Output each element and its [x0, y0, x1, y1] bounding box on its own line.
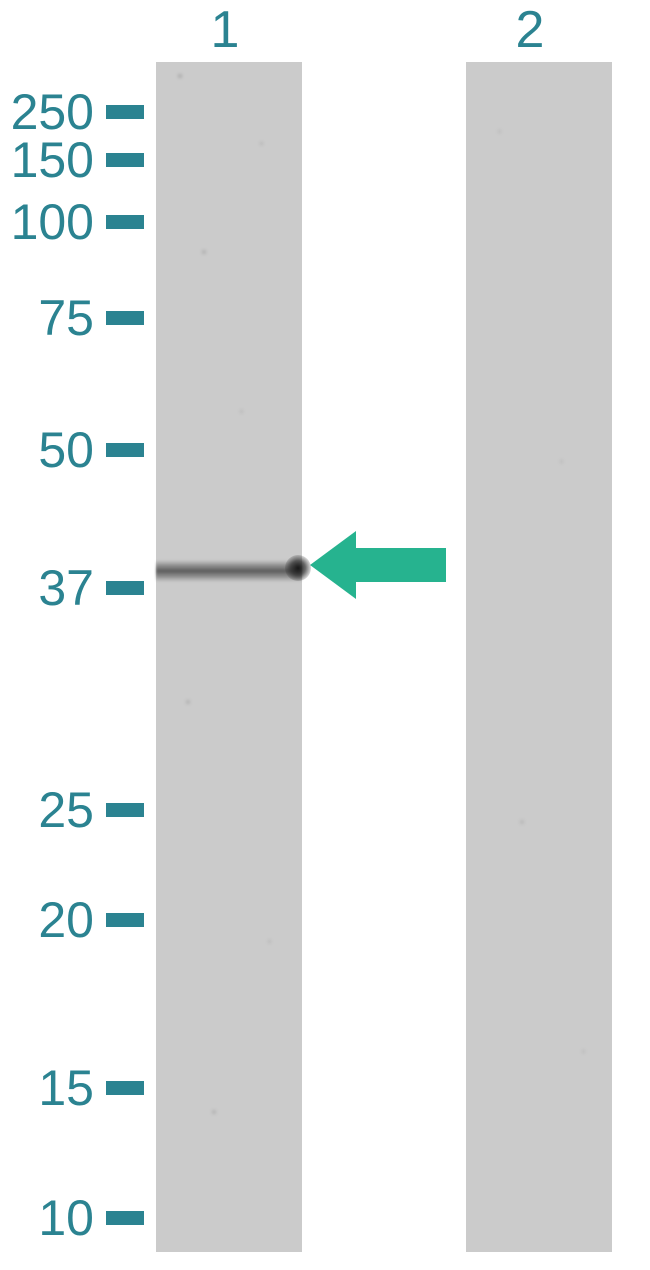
marker-label: 10 — [0, 1189, 94, 1247]
noise-dot — [268, 940, 271, 943]
marker-tick — [106, 443, 144, 457]
noise-dot — [560, 460, 563, 463]
marker-label: 75 — [0, 289, 94, 347]
western-blot-figure: 1 2 250 150 100 75 50 37 25 20 15 10 — [0, 0, 650, 1270]
marker-label: 100 — [0, 193, 94, 251]
marker-tick — [106, 803, 144, 817]
noise-dot — [260, 142, 263, 145]
noise-dot — [240, 410, 243, 413]
noise-dot — [520, 820, 524, 824]
arrow-head-icon — [310, 531, 356, 599]
lane-2 — [466, 62, 612, 1252]
noise-dot — [186, 700, 190, 704]
noise-dot — [582, 1050, 585, 1053]
arrow-shaft — [356, 548, 446, 582]
noise-dot — [212, 1110, 216, 1114]
lane-header-2: 2 — [510, 0, 550, 60]
marker-tick — [106, 913, 144, 927]
marker-label: 20 — [0, 891, 94, 949]
marker-tick — [106, 105, 144, 119]
marker-tick — [106, 1081, 144, 1095]
protein-band — [156, 560, 302, 582]
marker-label: 150 — [0, 131, 94, 189]
marker-tick — [106, 153, 144, 167]
noise-dot — [202, 250, 206, 254]
marker-label: 25 — [0, 781, 94, 839]
marker-tick — [106, 311, 144, 325]
lane-1 — [156, 62, 302, 1252]
lane-header-1: 1 — [205, 0, 245, 60]
marker-label: 50 — [0, 421, 94, 479]
marker-tick — [106, 215, 144, 229]
noise-dot — [178, 74, 182, 78]
marker-label: 15 — [0, 1059, 94, 1117]
marker-tick — [106, 581, 144, 595]
marker-label: 37 — [0, 559, 94, 617]
arrow-indicator — [310, 531, 446, 599]
noise-dot — [498, 130, 501, 133]
marker-tick — [106, 1211, 144, 1225]
protein-band-edge-dot — [285, 555, 311, 581]
